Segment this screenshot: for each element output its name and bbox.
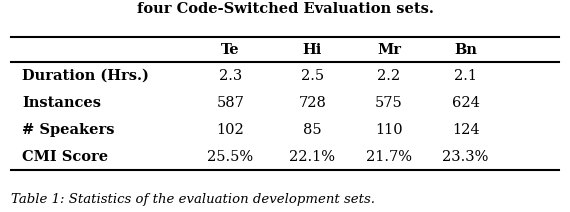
Text: 2.5: 2.5 (301, 69, 324, 83)
Text: 102: 102 (217, 123, 244, 137)
Text: 124: 124 (452, 123, 479, 137)
Text: Duration (Hrs.): Duration (Hrs.) (22, 69, 149, 83)
Text: Te: Te (221, 43, 239, 57)
Text: 110: 110 (375, 123, 403, 137)
Text: # Speakers: # Speakers (22, 123, 115, 137)
Text: 85: 85 (303, 123, 321, 137)
Text: Instances: Instances (22, 96, 101, 110)
Text: 2.2: 2.2 (377, 69, 401, 83)
Text: Mr: Mr (377, 43, 401, 57)
Text: Bn: Bn (454, 43, 477, 57)
Text: 23.3%: 23.3% (442, 150, 488, 164)
Text: 624: 624 (451, 96, 479, 110)
Text: 2.1: 2.1 (454, 69, 477, 83)
Text: CMI Score: CMI Score (22, 150, 108, 164)
Text: 2.3: 2.3 (219, 69, 242, 83)
Text: four Code-Switched Evaluation sets.: four Code-Switched Evaluation sets. (137, 2, 433, 16)
Text: Table 1: Statistics of the evaluation development sets.: Table 1: Statistics of the evaluation de… (11, 193, 376, 206)
Text: 728: 728 (299, 96, 326, 110)
Text: 587: 587 (217, 96, 244, 110)
Text: 21.7%: 21.7% (366, 150, 412, 164)
Text: 22.1%: 22.1% (290, 150, 335, 164)
Text: 575: 575 (375, 96, 403, 110)
Text: 25.5%: 25.5% (207, 150, 253, 164)
Text: Hi: Hi (303, 43, 322, 57)
